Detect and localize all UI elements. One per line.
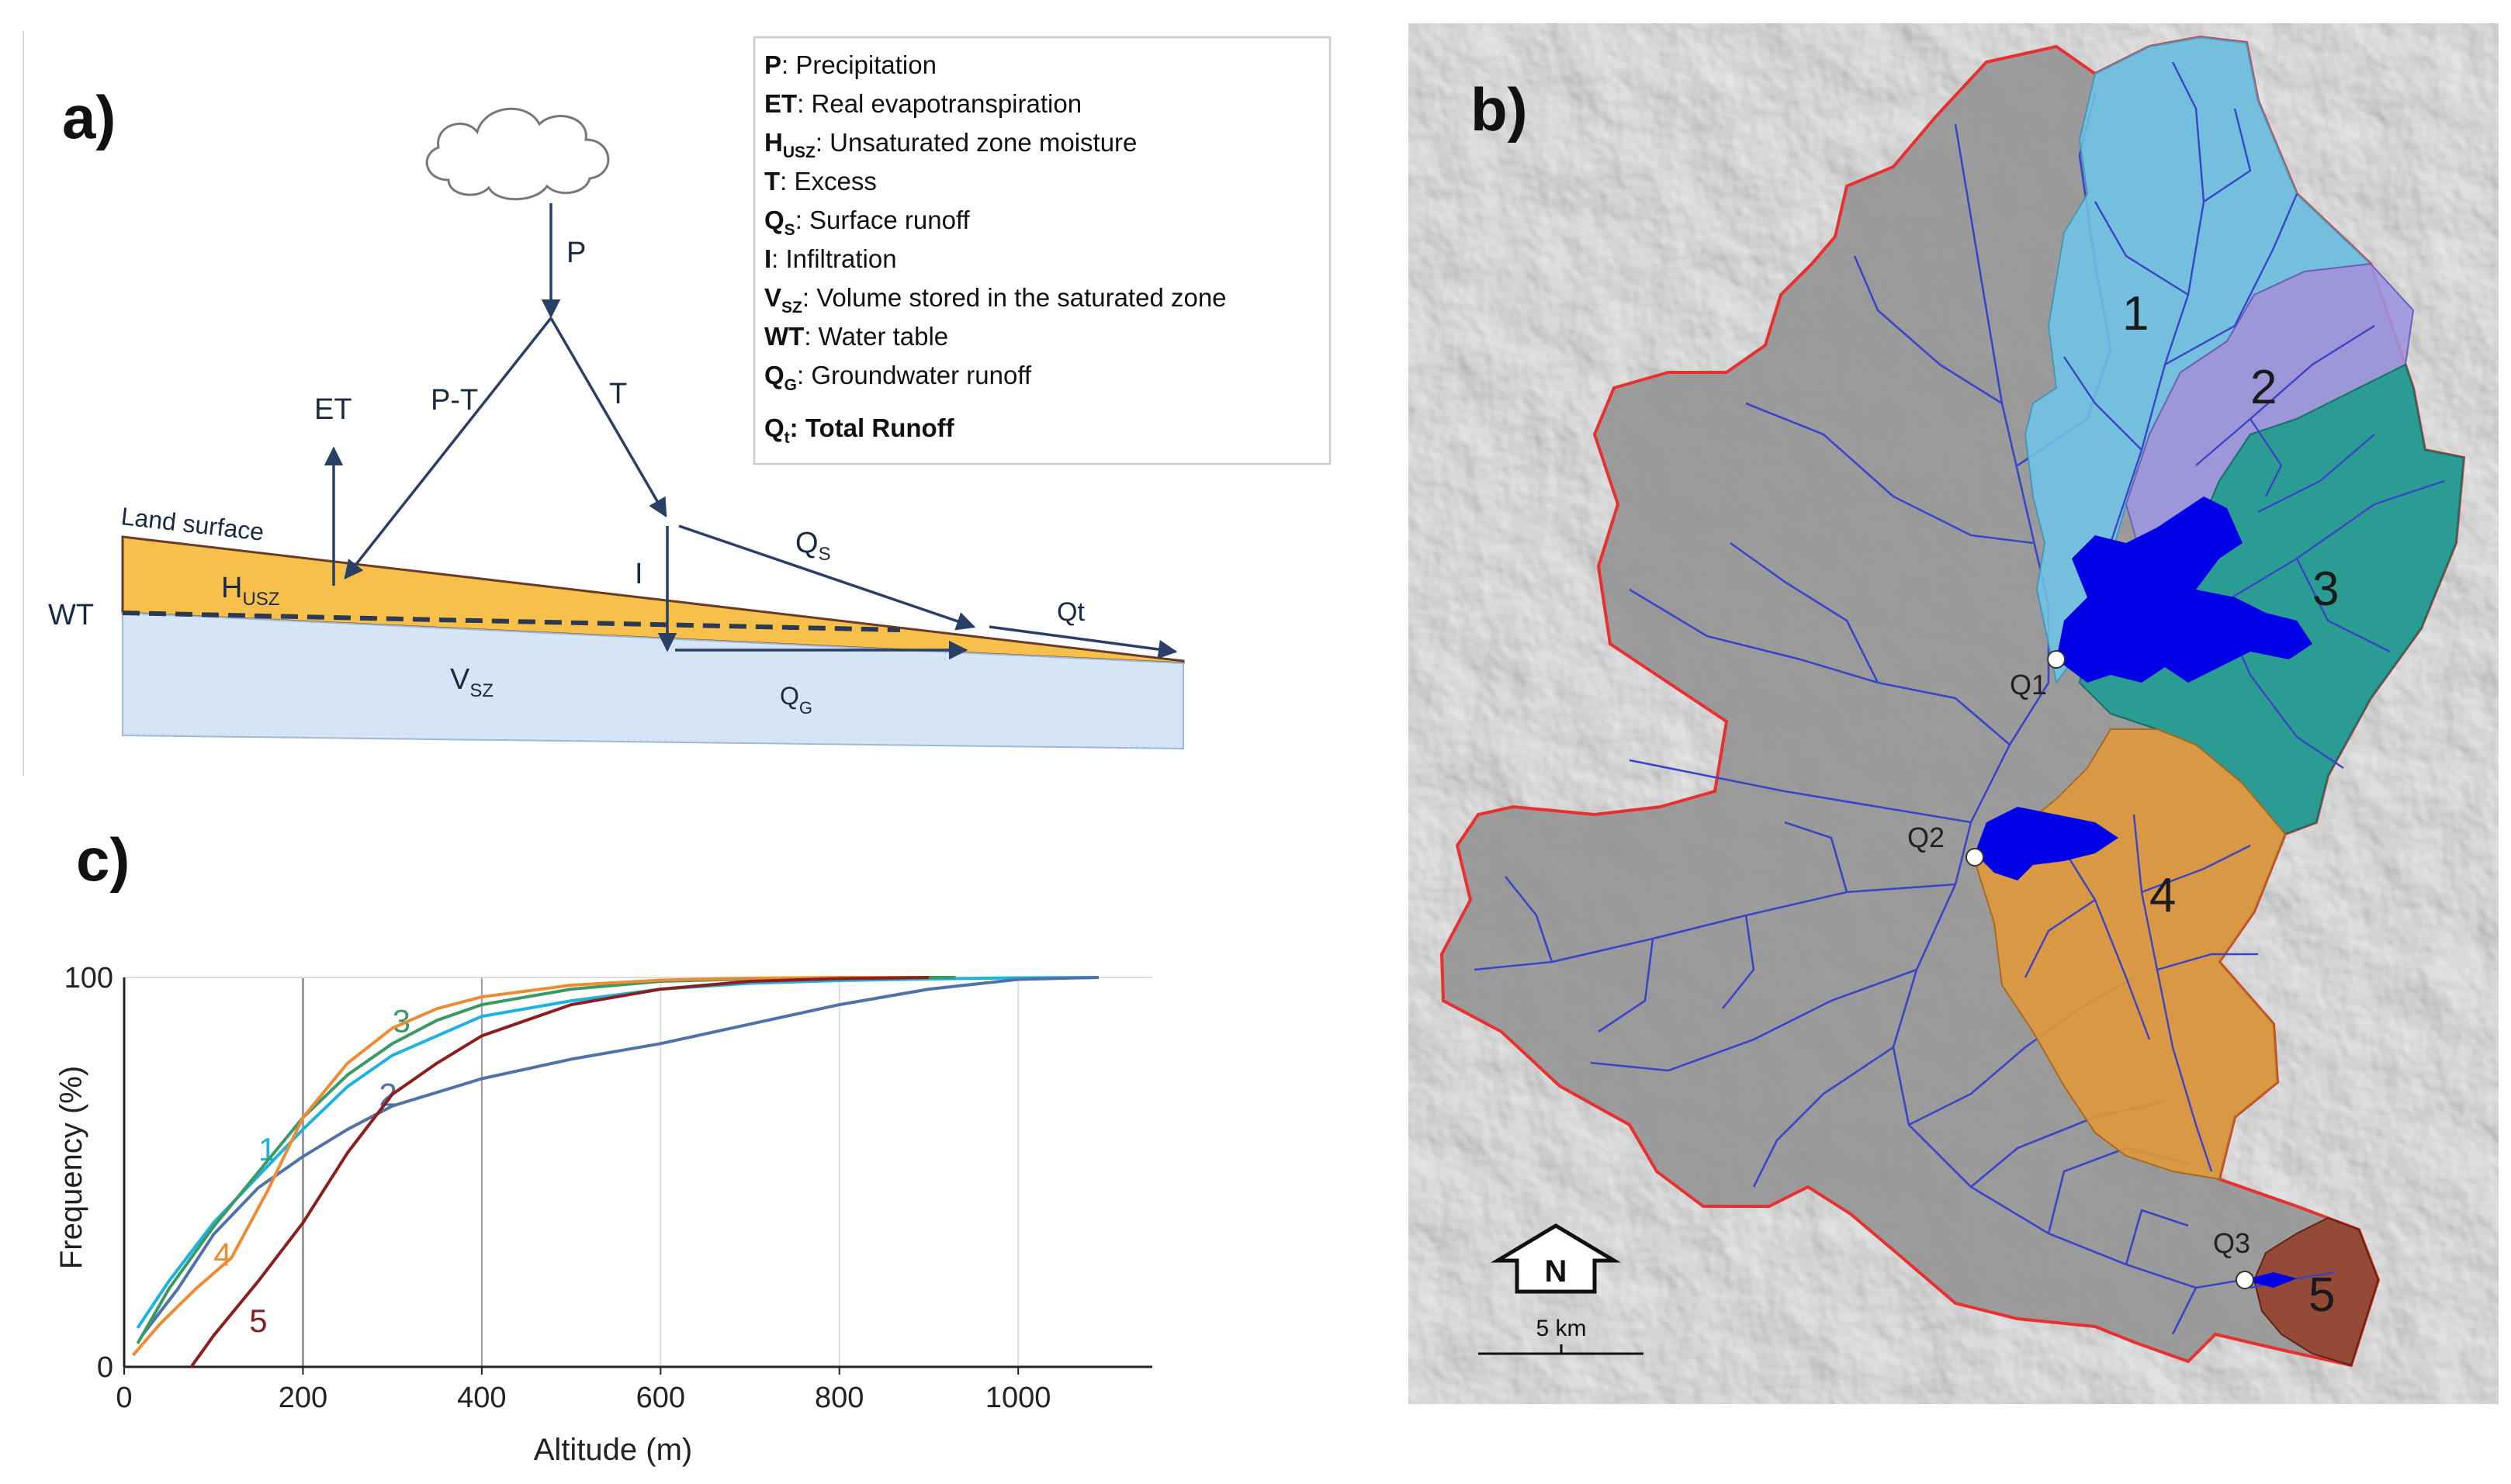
- t-arrow: [549, 317, 667, 518]
- flux-arrows: [324, 203, 1178, 660]
- series-line-1: [136, 976, 1099, 1329]
- label-vsz: VSZ: [450, 663, 494, 701]
- series-line-2: [140, 976, 1099, 1337]
- legend-item: QG: Groundwater runoff: [764, 361, 1032, 394]
- subbasin-5: [2253, 1216, 2380, 1367]
- series-label-3: 3: [393, 1002, 410, 1039]
- gauge-q2-label: Q2: [1907, 822, 1945, 853]
- x-axis-title: Altitude (m): [534, 1433, 693, 1467]
- label-husz: HUSZ: [221, 572, 279, 610]
- x-tick-label: 200: [279, 1382, 327, 1414]
- legend-item: Qt: Total Runoff: [764, 413, 955, 447]
- series-line-4: [131, 976, 929, 1357]
- y-tick-label: 0: [97, 1351, 113, 1384]
- y-axis-title: Frequency (%): [54, 1066, 88, 1269]
- legend-box: [753, 36, 1332, 465]
- panel-b: b): [1408, 23, 2499, 1404]
- north-label: N: [1545, 1254, 1567, 1289]
- reservoir-q1: [2056, 496, 2312, 683]
- gauge-q1-marker: [2047, 650, 2066, 669]
- x-tick-label: 1000: [985, 1382, 1051, 1414]
- panel-a-label: a): [62, 83, 116, 151]
- gauge-q3-label: Q3: [2213, 1227, 2250, 1259]
- x-tick-label: 600: [636, 1382, 685, 1414]
- label-p: P: [566, 237, 586, 269]
- label-wt: WT: [48, 599, 94, 631]
- label-i: I: [635, 558, 643, 590]
- pt-arrow: [344, 317, 552, 579]
- label-qs: QS: [795, 527, 831, 565]
- legend-item: T: Excess: [764, 167, 877, 195]
- series-label-4: 4: [213, 1236, 231, 1272]
- series-line-5: [189, 976, 930, 1368]
- gauge-q1-label: Q1: [2010, 669, 2047, 700]
- water-table-line: [122, 611, 901, 632]
- label-qt: Qt: [1057, 597, 1085, 627]
- cloud-icon: [425, 107, 610, 201]
- legend-item: I: Infiltration: [764, 244, 897, 273]
- label-pt: P-T: [431, 384, 478, 417]
- subbasin-label-4: 4: [2149, 869, 2176, 922]
- legend-item: ET: Real evapotranspiration: [764, 89, 1082, 118]
- subbasin-label-5: 5: [2308, 1268, 2335, 1322]
- panel-c-label: c): [76, 825, 130, 894]
- subbasin-label-2: 2: [2250, 361, 2277, 414]
- reservoir-q2: [1975, 807, 2118, 880]
- legend-list: P: Precipitation ET: Real evapotranspirat…: [764, 50, 1227, 447]
- saturated-zone: [122, 611, 1184, 750]
- subbasin-labels: 1 2 3 4 5: [2122, 287, 2339, 1322]
- qs-arrow: [678, 524, 976, 631]
- legend-item: P: Precipitation: [764, 50, 937, 79]
- x-tick-label: 0: [116, 1382, 132, 1414]
- legend-item: QS: Surface runoff: [764, 206, 971, 239]
- subbasin-label-3: 3: [2312, 562, 2339, 616]
- scale-bar: 5 km: [1478, 1316, 1643, 1355]
- gauge-q2-marker: [1966, 848, 1984, 867]
- label-qg: QG: [780, 682, 812, 718]
- legend-item: WT: Water table: [764, 322, 948, 351]
- label-t: T: [609, 378, 627, 410]
- north-arrow-icon: N: [1490, 1223, 1622, 1294]
- qt-arrow: [989, 625, 1178, 659]
- panel-a: a) P P-T T ET I QS Qt QG: [23, 31, 1332, 776]
- x-tick-label: 800: [815, 1382, 864, 1414]
- legend-item: HUSZ: Unsaturated zone moisture: [764, 128, 1137, 161]
- gauge-stations: Q1 Q2 Q3: [1907, 650, 2254, 1289]
- label-et: ET: [314, 393, 352, 426]
- reservoir-q3: [2243, 1272, 2297, 1288]
- subbasin-label-1: 1: [2122, 287, 2149, 341]
- gauge-q3-marker: [2236, 1271, 2254, 1289]
- y-tick-label: 100: [64, 962, 113, 995]
- series-label-5: 5: [249, 1302, 267, 1339]
- series-label-1: 1: [258, 1131, 276, 1167]
- x-tick-label: 400: [457, 1382, 506, 1414]
- panel-b-label: b): [1470, 75, 1528, 144]
- scale-label: 5 km: [1536, 1316, 1586, 1341]
- legend-item: VSZ: Volume stored in the saturated zone: [764, 283, 1227, 317]
